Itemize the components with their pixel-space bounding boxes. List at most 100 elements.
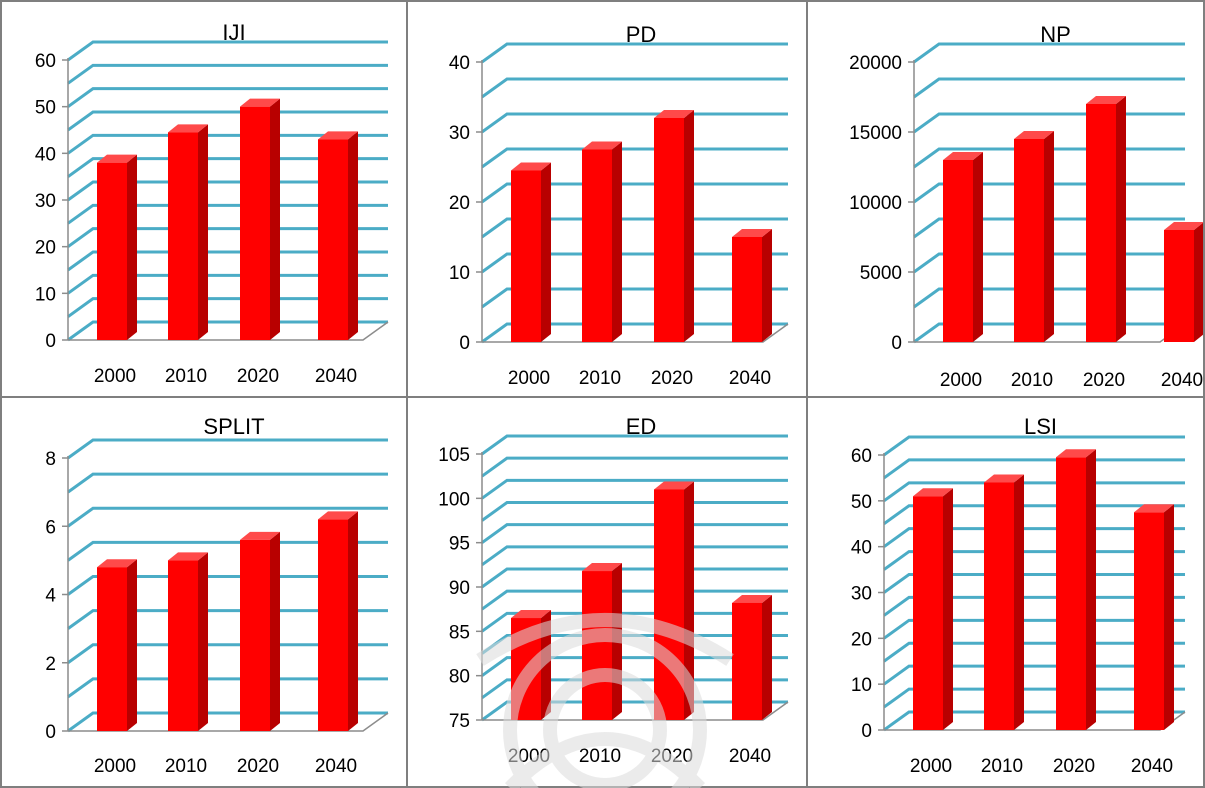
split-x-axis	[68, 712, 389, 732]
split-gridline	[67, 677, 388, 699]
iji-gridline	[67, 180, 388, 202]
np-y-tick-label: 0	[891, 333, 902, 354]
split-x-tick-label: 2000	[94, 756, 136, 777]
lsi-x-tick-label: 2010	[981, 756, 1023, 777]
lsi-x-tick-label: 2020	[1053, 756, 1095, 777]
ed-bar-top	[732, 594, 772, 603]
iji-gridline	[67, 250, 388, 272]
ed-gridline	[481, 523, 788, 544]
ed-gridline	[481, 478, 788, 500]
lsi-bar-side	[1164, 504, 1174, 730]
pd-bar	[582, 149, 612, 342]
ed-bar	[654, 489, 684, 720]
chart-panel-split: 0 2 4 6 8 2000 2010 2020 2040 SPLIT	[0, 396, 408, 788]
iji-bar	[97, 162, 127, 340]
pd-bar-top	[732, 229, 772, 237]
pd-gridline	[481, 217, 788, 239]
pd-bar	[511, 170, 541, 342]
iji-x-tick-label: 2010	[165, 366, 207, 387]
ed-bar-side	[684, 481, 694, 720]
lsi-bar-top	[1134, 504, 1174, 513]
split-bar	[240, 539, 270, 731]
split-bar-side	[348, 511, 358, 731]
ed-bar	[511, 618, 541, 720]
ed-y-tick-label: 100	[438, 489, 470, 510]
iji-gridline	[67, 87, 388, 108]
ed-bar	[732, 602, 762, 720]
split-bar-side	[127, 559, 137, 731]
pd-bar-side	[762, 229, 772, 342]
ed-chart-title: ED	[626, 414, 657, 439]
iji-chart: 0 10 20 30 40 50 60 2000 2010 2020 2040 IJI	[35, 20, 389, 387]
np-y-tick-label: 20000	[849, 53, 902, 74]
ed-bar	[582, 571, 612, 720]
pd-y-tick-label: 30	[449, 123, 470, 144]
lsi-x-tick-label: 2000	[910, 756, 952, 777]
ed-gridline	[481, 589, 788, 611]
split-gridline	[67, 506, 388, 528]
pd-y-tick-label: 10	[449, 263, 470, 284]
np-bar-top	[1014, 131, 1054, 139]
pd-y-tick-label: 20	[449, 193, 470, 214]
pd-bar-top	[511, 162, 551, 171]
split-bar-side	[270, 531, 280, 731]
split-y-tick-label: 4	[45, 586, 56, 607]
split-x-tick-label: 2040	[315, 756, 357, 777]
pd-y-tick-label: 0	[459, 333, 470, 354]
ed-y-tick-label: 85	[449, 622, 470, 643]
lsi-bar-side	[1014, 474, 1024, 730]
iji-bar-top	[97, 154, 137, 163]
ed-gridline	[481, 434, 788, 456]
split-bar-top	[97, 559, 137, 568]
np-gridline	[913, 42, 1185, 64]
iji-y-tick-label: 10	[35, 284, 56, 305]
iji-bar-side	[127, 154, 137, 340]
split-bar-top	[168, 552, 208, 561]
iji-y-tick-label: 50	[35, 98, 56, 119]
iji-gridline	[67, 40, 388, 62]
lsi-bar-top	[913, 488, 953, 497]
iji-bar-top	[168, 124, 208, 133]
iji-bar-top	[240, 98, 280, 107]
ed-y-tick-label: 105	[438, 445, 470, 466]
ed-y-tick-label: 95	[449, 534, 470, 555]
np-bar-side	[1116, 96, 1126, 342]
split-y-tick-label: 0	[45, 722, 56, 743]
pd-y-tick-label: 40	[449, 53, 470, 74]
lsi-y-tick-label: 0	[861, 721, 872, 742]
ed-bar-side	[612, 563, 622, 720]
lsi-y-tick-label: 50	[851, 492, 872, 513]
pd-gridline	[481, 322, 788, 344]
pd-x-tick-label: 2040	[729, 368, 771, 389]
lsi-x-tick-label: 2040	[1131, 756, 1173, 777]
pd-x-tick-label: 2000	[508, 368, 550, 389]
np-bar	[1164, 230, 1194, 342]
split-chart: 0 2 4 6 8 2000 2010 2020 2040 SPLIT	[45, 414, 389, 777]
ed-x-tick-label: 2040	[729, 746, 771, 767]
iji-x-axis	[68, 321, 389, 341]
lsi-y-tick-label: 60	[851, 446, 872, 467]
np-bar	[1014, 139, 1044, 342]
pd-x-axis	[482, 323, 789, 343]
chart-panel-ed: 75 80 85 90 95 100 105 2000 2010 2020 2040 ED	[406, 396, 808, 788]
ed-y-tick-label: 80	[449, 667, 470, 688]
np-bar-side	[1044, 131, 1054, 342]
lsi-chart-title: LSI	[1024, 414, 1057, 439]
np-bar-top	[1164, 222, 1203, 230]
lsi-y-tick-label: 30	[851, 584, 872, 605]
np-bar-side	[973, 152, 983, 342]
split-x-tick-label: 2010	[165, 756, 207, 777]
iji-gridline	[67, 320, 388, 342]
pd-gridline	[481, 112, 788, 134]
ed-chart: 75 80 85 90 95 100 105 2000 2010 2020 2040 ED	[438, 414, 789, 767]
ed-y-tick-label: 90	[449, 578, 470, 599]
np-gridline	[913, 112, 1185, 134]
split-gridline	[67, 540, 388, 562]
ed-bar-side	[541, 610, 551, 720]
lsi-bar	[984, 482, 1014, 730]
split-y-tick-label: 6	[45, 517, 56, 538]
lsi-bar	[1056, 457, 1086, 730]
pd-x-tick-label: 2010	[579, 368, 621, 389]
pd-chart-title: PD	[626, 22, 657, 47]
lsi-y-tick-label: 20	[851, 629, 872, 650]
